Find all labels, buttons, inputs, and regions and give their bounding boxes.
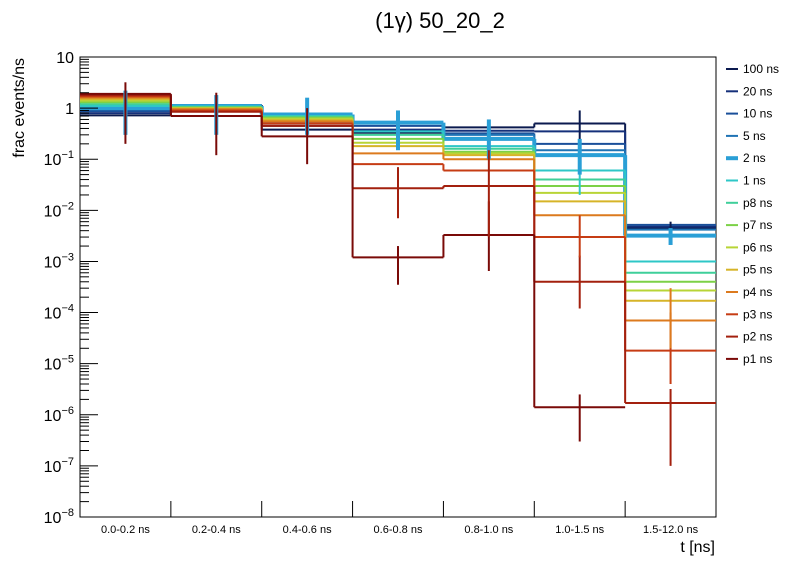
x-axis-label: t [ns] (680, 539, 715, 556)
x-tick-label: 0.0-0.2 ns (101, 524, 150, 536)
legend-entry: p5 ns (726, 263, 772, 277)
legend-entry: p6 ns (726, 240, 772, 254)
legend-entry: 10 ns (726, 107, 772, 121)
legend-label: 100 ns (743, 62, 779, 76)
y-tick-label: 10−5 (44, 354, 74, 374)
legend-entry: 100 ns (726, 62, 779, 76)
chart-title: (1γ) 50_20_2 (375, 8, 505, 33)
y-tick-label: 10−7 (44, 456, 74, 476)
legend: 100 ns 20 ns 10 ns 5 ns 2 ns 1 ns p8 ns p7 ns p6… (726, 62, 779, 366)
y-tick-label: 10−1 (44, 149, 74, 169)
y-tick-label: 10−2 (44, 200, 74, 220)
x-tick-label: 0.2-0.4 ns (192, 524, 241, 536)
y-tick-label: 10−8 (44, 507, 74, 527)
legend-label: p3 ns (743, 307, 772, 321)
legend-label: p5 ns (743, 263, 772, 277)
legend-label: p1 ns (743, 352, 772, 366)
y-axis-label: frac events/ns (11, 58, 28, 158)
y-tick-label: 1 (65, 101, 74, 118)
y-tick-label: 10−4 (44, 303, 74, 323)
legend-label: 10 ns (743, 107, 772, 121)
legend-entry: p8 ns (726, 196, 772, 210)
legend-entry: p7 ns (726, 218, 772, 232)
legend-entry: p2 ns (726, 330, 772, 344)
legend-label: p6 ns (743, 240, 772, 254)
legend-label: 1 ns (743, 174, 766, 188)
y-tick-label: 10 (56, 50, 74, 67)
plot-frame-layer (79, 56, 717, 518)
legend-entry: p3 ns (726, 307, 772, 321)
x-tick-label: 1.5-12.0 ns (643, 524, 699, 536)
y-tick-label: 10−3 (44, 251, 74, 271)
legend-entry: 2 ns (726, 151, 766, 165)
x-tick-label: 1.0-1.5 ns (555, 524, 604, 536)
axes-layer: 10−8 10−7 10−6 10−5 10−4 10−3 10−2 10−1 1 10 0.0-0… (44, 50, 717, 536)
legend-label: 2 ns (743, 151, 766, 165)
error-bar-layer (123, 82, 673, 466)
legend-entry: p1 ns (726, 352, 772, 366)
legend-entry: 20 ns (726, 84, 772, 98)
x-tick-label: 0.6-0.8 ns (374, 524, 423, 536)
legend-label: p7 ns (743, 218, 772, 232)
legend-label: 5 ns (743, 129, 766, 143)
legend-label: 20 ns (743, 84, 772, 98)
legend-entry: p4 ns (726, 285, 772, 299)
legend-label: p8 ns (743, 196, 772, 210)
legend-entry: 5 ns (726, 129, 766, 143)
plot-frame (79, 56, 717, 518)
legend-entry: 1 ns (726, 174, 766, 188)
legend-label: p4 ns (743, 285, 772, 299)
legend-label: p2 ns (743, 330, 772, 344)
x-tick-label: 0.4-0.6 ns (283, 524, 332, 536)
x-tick-label: 0.8-1.0 ns (464, 524, 513, 536)
y-tick-label: 10−6 (44, 405, 74, 425)
